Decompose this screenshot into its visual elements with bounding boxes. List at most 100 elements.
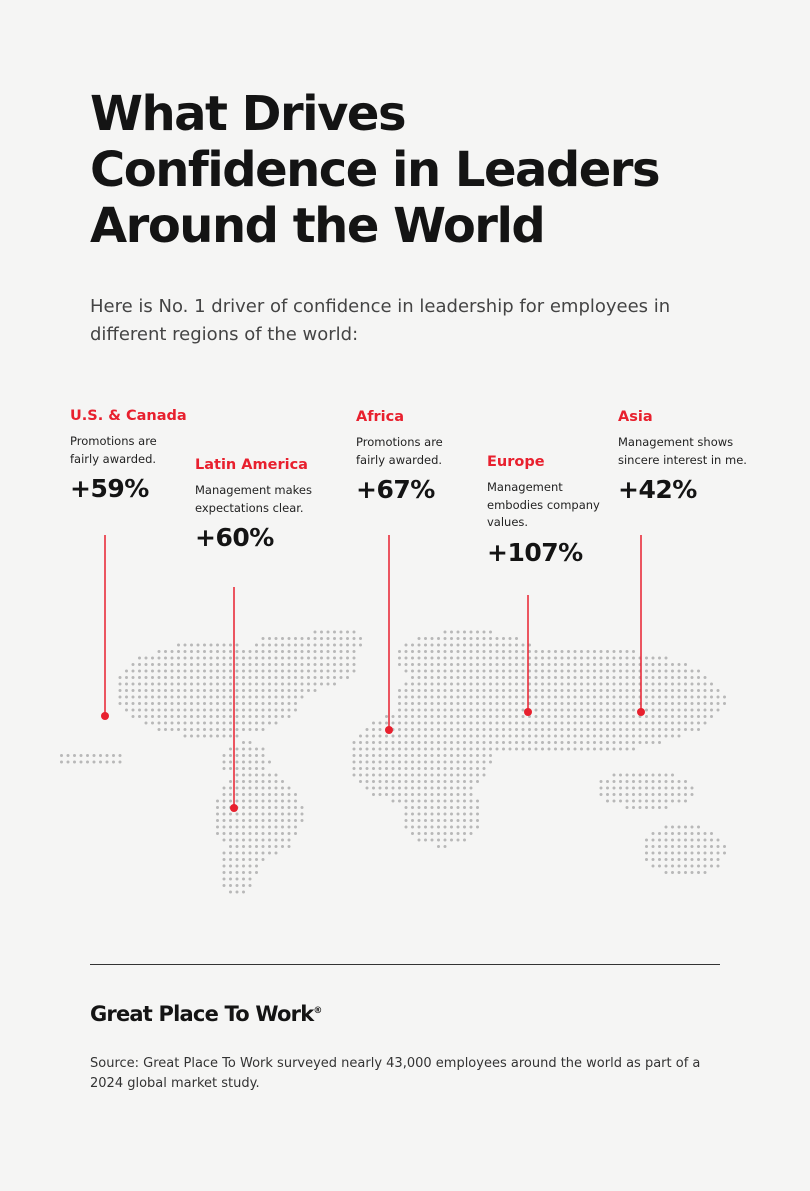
map-dot [489, 747, 492, 751]
map-dot [684, 676, 687, 679]
map-dot [697, 832, 700, 835]
region-driver: Promotions are fairly awarded. [356, 434, 443, 469]
map-dot [430, 637, 434, 640]
map-dot [651, 702, 655, 705]
map-dot [359, 780, 362, 783]
map-dot [437, 845, 440, 848]
map-dot [599, 747, 603, 751]
map-dot [651, 773, 655, 777]
map-dot [541, 676, 544, 679]
map-dot [625, 780, 629, 783]
map-dot [300, 812, 304, 816]
map-dot [495, 741, 499, 744]
map-dot [216, 728, 219, 731]
map-dot [268, 676, 271, 679]
map-dot [476, 760, 479, 764]
map-dot [209, 669, 213, 673]
map-dot [190, 708, 193, 712]
map-dot [632, 786, 635, 790]
map-dot [521, 747, 525, 751]
map-dot [690, 721, 694, 725]
map-dot [651, 715, 655, 718]
map-dot [313, 650, 317, 653]
map-dot [463, 695, 466, 699]
map-dot [515, 689, 518, 692]
map-dot [326, 650, 330, 653]
map-dot [469, 819, 473, 822]
map-dot [417, 786, 421, 790]
map-dot [710, 851, 713, 855]
map-dot [534, 682, 538, 686]
map-dot [645, 845, 648, 848]
map-dot [645, 728, 648, 731]
map-dot [235, 747, 239, 751]
map-dot [274, 786, 278, 790]
map-dot [365, 734, 369, 738]
map-dot [534, 663, 538, 666]
map-dot [125, 669, 128, 673]
map-dot [690, 728, 694, 731]
map-dot [424, 780, 427, 783]
map-dot [580, 734, 583, 738]
map-dot [170, 702, 174, 705]
map-dot [521, 643, 525, 647]
map-dot [684, 786, 687, 790]
map-dot [411, 728, 414, 731]
map-dot [255, 806, 258, 809]
map-dot [157, 715, 161, 718]
map-dot [352, 767, 356, 770]
map-dot [580, 689, 583, 692]
map-dot [625, 721, 629, 725]
map-dot [424, 767, 427, 770]
map-dot [632, 747, 635, 751]
map-dot [632, 780, 635, 783]
map-dot [294, 689, 297, 692]
map-dot [671, 858, 674, 861]
map-dot [625, 786, 629, 790]
map-dot [645, 780, 648, 783]
map-dot [430, 832, 434, 835]
region-value: +42% [618, 475, 697, 504]
map-dot [242, 669, 245, 673]
map-dot [248, 741, 252, 744]
map-dot [255, 793, 258, 796]
map-dot [411, 754, 414, 757]
map-dot [612, 734, 616, 738]
map-dot [131, 689, 135, 692]
map-dot [268, 702, 271, 705]
map-dot [105, 760, 109, 764]
map-dot [684, 702, 687, 705]
map-dot [255, 695, 258, 699]
driver-line: fairly awarded. [70, 451, 157, 466]
map-dot [203, 650, 206, 653]
map-dot [593, 695, 596, 699]
map-dot [677, 825, 681, 829]
map-dot [222, 832, 226, 835]
map-dot [697, 689, 700, 692]
map-dot [222, 825, 226, 829]
map-dot [476, 708, 479, 712]
map-dot [554, 734, 557, 738]
map-dot [346, 637, 349, 640]
pointer-dot [385, 726, 393, 734]
map-dot [664, 656, 668, 660]
map-dot [229, 858, 232, 861]
map-dot [229, 747, 232, 751]
map-dot [469, 832, 473, 835]
map-dot [443, 832, 447, 835]
map-dot [398, 663, 401, 666]
map-dot [495, 650, 499, 653]
map-dot [242, 838, 245, 842]
map-dot [489, 695, 492, 699]
map-dot [404, 819, 408, 822]
map-dot [248, 676, 252, 679]
map-dot [118, 695, 122, 699]
map-dot [723, 845, 726, 848]
map-dot [690, 858, 694, 861]
map-dot [450, 721, 453, 725]
map-dot [229, 871, 232, 874]
map-dot [164, 695, 167, 699]
region-value: +59% [70, 474, 149, 503]
map-dot [606, 741, 609, 744]
map-dot [638, 741, 642, 744]
